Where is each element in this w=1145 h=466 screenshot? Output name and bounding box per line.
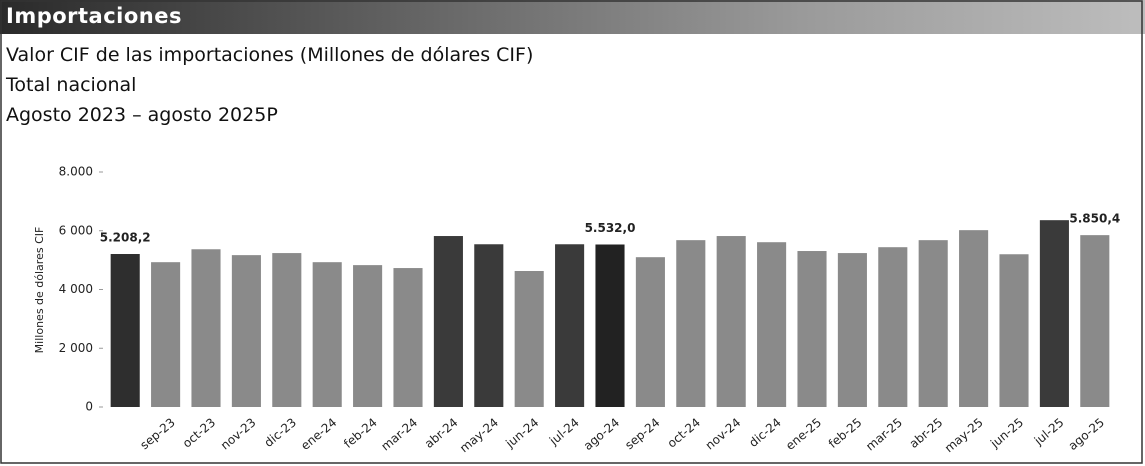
bar xyxy=(231,255,261,407)
bar xyxy=(676,240,706,407)
header-bar: Importaciones xyxy=(0,0,1145,34)
y-tick-label: 6 000 xyxy=(59,223,93,237)
y-tick-label: 8.000 xyxy=(59,165,93,179)
bar xyxy=(555,244,585,407)
x-tick-label: ago-24 xyxy=(581,415,622,453)
bar xyxy=(1039,220,1069,407)
x-tick-label: may-24 xyxy=(457,415,501,455)
x-tick-label: ene-24 xyxy=(298,415,339,453)
value-label: 5.208,2 xyxy=(100,231,151,245)
bar xyxy=(312,262,342,407)
x-tick-label: sep-23 xyxy=(137,415,177,452)
bar xyxy=(837,253,867,407)
chart-subtitle: Total nacional xyxy=(6,74,137,96)
y-tick-label: 0 xyxy=(85,400,93,414)
x-tick-label: oct-24 xyxy=(665,415,703,450)
bar xyxy=(433,236,463,407)
bar xyxy=(151,262,181,407)
bar xyxy=(757,242,787,407)
bar xyxy=(716,236,746,407)
x-tick-label: dic-24 xyxy=(746,415,783,450)
x-tick-label: abr-25 xyxy=(907,415,946,451)
bar xyxy=(959,230,989,407)
bar xyxy=(797,251,827,407)
bar xyxy=(595,244,625,407)
x-tick-label: oct-23 xyxy=(180,415,218,450)
x-tick-label: jun-24 xyxy=(502,415,541,451)
x-tick-label: sep-24 xyxy=(622,415,662,452)
x-tick-label: mar-25 xyxy=(863,415,905,453)
x-tick-label: mar-24 xyxy=(378,415,420,453)
bar xyxy=(918,240,948,407)
y-tick-label: 2 000 xyxy=(59,341,93,355)
bar xyxy=(999,254,1029,407)
x-tick-label: jul-24 xyxy=(546,415,582,448)
bar xyxy=(514,270,544,407)
x-tick-label: nov-24 xyxy=(703,415,744,452)
value-label: 5.532,0 xyxy=(585,221,636,235)
bar xyxy=(635,257,665,407)
x-tick-label: jul-25 xyxy=(1031,415,1067,448)
header-title: Importaciones xyxy=(6,4,182,28)
bar xyxy=(878,247,908,407)
bar xyxy=(1080,235,1110,407)
chart-period: Agosto 2023 – agosto 2025P xyxy=(6,104,278,126)
bar xyxy=(393,268,423,407)
bar xyxy=(474,244,504,407)
x-tick-label: ago-25 xyxy=(1066,415,1107,453)
x-tick-label: feb-24 xyxy=(341,415,380,451)
y-tick-label: 4 000 xyxy=(59,282,93,296)
bar xyxy=(272,253,302,407)
x-tick-label: ene-25 xyxy=(783,415,824,453)
x-tick-label: dic-23 xyxy=(262,415,299,450)
x-tick-label: may-25 xyxy=(942,415,986,455)
bar xyxy=(191,249,221,407)
y-axis-label: Millones de dólares CIF xyxy=(33,227,46,354)
x-tick-label: abr-24 xyxy=(422,415,461,451)
x-tick-label: feb-25 xyxy=(826,415,865,451)
bar xyxy=(110,254,140,407)
x-tick-label: jun-25 xyxy=(987,415,1026,451)
chart-title: Valor CIF de las importaciones (Millones… xyxy=(6,44,534,66)
value-label: 5.850,4 xyxy=(1069,212,1120,226)
x-tick-label: nov-23 xyxy=(218,415,259,452)
bar xyxy=(353,265,383,407)
